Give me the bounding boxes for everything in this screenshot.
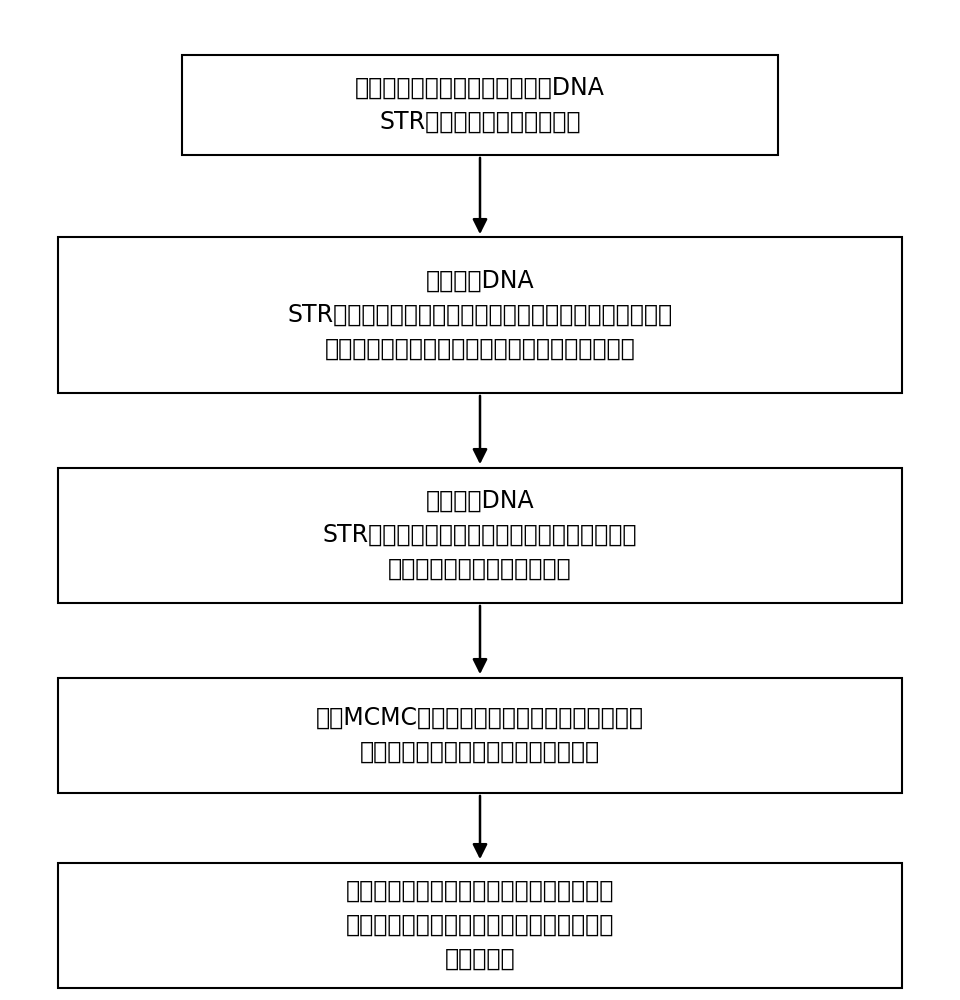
Text: 利用一代DNA: 利用一代DNA: [425, 269, 535, 293]
Text: 合和样本参数的联合后验分布进行采样: 合和样本参数的联合后验分布进行采样: [360, 740, 600, 764]
Text: 的后验分布采样点，进行统计分析，得到统: 的后验分布采样点，进行统计分析，得到统: [346, 913, 614, 937]
FancyBboxPatch shape: [182, 55, 778, 155]
FancyBboxPatch shape: [58, 678, 902, 792]
Text: STR图谱数据和相关参数，确定各个基因座的真峰集合，以: STR图谱数据和相关参数，确定各个基因座的真峰集合，以: [287, 303, 673, 327]
Text: STR图谱数据和相关参数确定预设样本参数的先: STR图谱数据和相关参数确定预设样本参数的先: [323, 523, 637, 547]
Text: 使用MCMC算法和相关参数对所述候选基因型集: 使用MCMC算法和相关参数对所述候选基因型集: [316, 706, 644, 730]
Text: 验分布的采样区间和分布函数: 验分布的采样区间和分布函数: [388, 557, 572, 581]
FancyBboxPatch shape: [58, 237, 902, 392]
Text: STR图谱数据，获取相关参数: STR图谱数据，获取相关参数: [379, 110, 581, 134]
Text: 利用一代DNA: 利用一代DNA: [425, 489, 535, 513]
FancyBboxPatch shape: [58, 862, 902, 988]
Text: 利用采样得到的候选基因型集合和样本参数: 利用采样得到的候选基因型集合和样本参数: [346, 879, 614, 903]
Text: 计分析结果: 计分析结果: [444, 947, 516, 971]
FancyBboxPatch shape: [58, 468, 902, 602]
Text: 读取毛细管电泳产生的一代混合DNA: 读取毛细管电泳产生的一代混合DNA: [355, 76, 605, 100]
Text: 真峰集合为基础生成各个基因座的候选基因型集合: 真峰集合为基础生成各个基因座的候选基因型集合: [324, 337, 636, 361]
